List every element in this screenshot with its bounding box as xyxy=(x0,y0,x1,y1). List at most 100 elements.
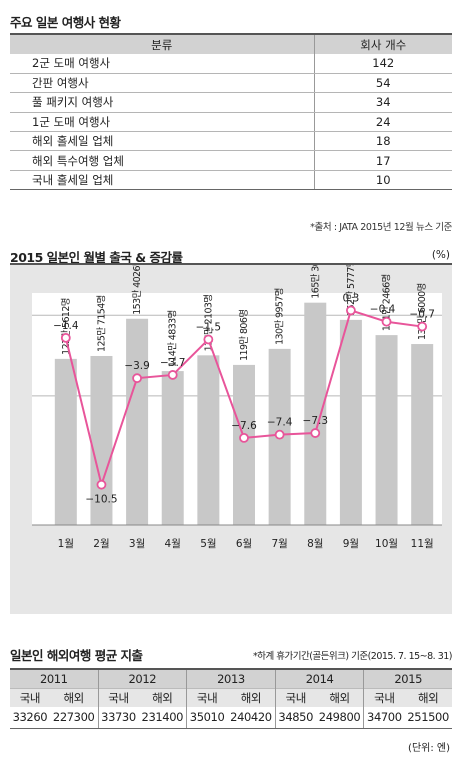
bar xyxy=(126,318,149,525)
bar-value-label: 134만 6000명 xyxy=(417,283,428,340)
growth-label: −10.5 xyxy=(85,494,117,506)
bar-value-label: 141만 2466명 xyxy=(382,274,393,331)
growth-label: −1.5 xyxy=(196,321,222,333)
bar xyxy=(304,302,327,525)
agency-table-header: 분류 회사 개수 xyxy=(10,33,452,54)
growth-label: 0.3 xyxy=(343,292,360,304)
year-header: 2014 xyxy=(274,668,364,688)
header-count: 회사 개수 xyxy=(313,33,452,54)
bar-value-label: 123만 5612명 xyxy=(61,298,72,355)
growth-label: −1.4 xyxy=(53,320,79,332)
domestic-value: 33730 xyxy=(97,707,139,729)
growth-label: −7.6 xyxy=(231,420,257,432)
bar xyxy=(197,355,220,525)
growth-point xyxy=(167,370,178,380)
overseas-value: 227300 xyxy=(49,707,99,729)
table-row: 2군 도매 여행사 142 xyxy=(10,54,452,74)
bar xyxy=(411,344,434,525)
row-count: 10 xyxy=(313,170,452,191)
growth-point xyxy=(417,321,428,332)
growth-label: −3.7 xyxy=(160,357,186,369)
growth-point xyxy=(239,432,249,443)
table1-title: 주요 일본 여행사 현황 xyxy=(10,15,121,30)
spending-table: 2011 2012 2013 2014 2015 국내 해외 국내 해외 국내 … xyxy=(10,668,452,729)
month-tick-label: 6월 xyxy=(236,538,252,550)
growth-point xyxy=(132,373,142,384)
chart-title: 2015 일본인 월별 출국 & 증감률 xyxy=(10,250,183,265)
table2-title: 일본인 해외여행 평균 지출 xyxy=(10,648,143,663)
period-note: *하계 휴가기간(골든위크) 기준(2015. 7. 15~8. 31) xyxy=(252,651,453,662)
agency-table: 분류 회사 개수 2군 도매 여행사 142 간판 여행사 54 풀 패키지 여행사… xyxy=(10,33,452,191)
month-tick-label: 4월 xyxy=(165,538,181,550)
growth-label: −0.7 xyxy=(409,309,435,321)
table-row: 간판 여행사 54 xyxy=(10,73,452,94)
overseas-value: 231400 xyxy=(138,707,187,729)
bar-value-label: 126만 2103명 xyxy=(203,295,214,352)
month-tick-label: 2월 xyxy=(93,538,109,550)
growth-label: −7.4 xyxy=(267,417,293,429)
growth-point xyxy=(381,316,392,327)
year-header: 2012 xyxy=(97,668,187,688)
domestic-value: 35010 xyxy=(186,707,228,729)
month-tick-label: 7월 xyxy=(271,538,287,550)
sub-header-overseas: 해외 xyxy=(49,687,99,707)
table-row: 풀 패키지 여행사 34 xyxy=(10,92,452,113)
sub-header-domestic: 국내 xyxy=(10,687,50,707)
row-category: 해외 홀세일 업체 xyxy=(10,131,314,152)
bar-value-label: 125만 7154명 xyxy=(96,295,107,352)
row-category: 1군 도매 여행사 xyxy=(10,112,314,133)
row-category: 간판 여행사 xyxy=(10,73,314,94)
row-count: 24 xyxy=(313,112,452,133)
bar xyxy=(54,358,77,525)
sub-header-overseas: 해외 xyxy=(138,687,187,707)
value-row: 33260 227300 33730 231400 35010 240420 3… xyxy=(10,707,452,729)
row-category: 국내 홀세일 업체 xyxy=(10,170,314,191)
chart-area: 123만 5612명 125만 7154명 153만 4026명 114만 4833명… xyxy=(10,263,452,614)
header-category: 분류 xyxy=(10,33,314,54)
percent-unit-label: (%) xyxy=(431,249,450,261)
year-header: 2011 xyxy=(10,668,99,688)
row-count: 142 xyxy=(313,54,452,74)
growth-point xyxy=(274,429,285,440)
currency-unit: (단위: 엔) xyxy=(408,743,450,754)
row-count: 54 xyxy=(313,73,452,94)
bar-value-label: 119만 806명 xyxy=(239,310,250,361)
table-row: 국내 홀세일 업체 10 xyxy=(10,170,452,191)
growth-label: −0.4 xyxy=(370,304,396,316)
month-tick-label: 8월 xyxy=(307,538,323,550)
table-row: 해외 홀세일 업체 18 xyxy=(10,131,452,152)
row-count: 17 xyxy=(313,150,452,171)
growth-label: −7.3 xyxy=(303,415,329,427)
row-count: 34 xyxy=(313,92,452,113)
month-tick-label: 10월 xyxy=(375,538,398,550)
bar-value-label: 153만 4026명 xyxy=(132,265,143,315)
growth-label: −3.9 xyxy=(124,360,150,372)
domestic-value: 34700 xyxy=(363,707,405,729)
domestic-value: 33260 xyxy=(10,707,50,729)
bar xyxy=(161,371,184,525)
growth-point xyxy=(96,479,107,490)
year-header-row: 2011 2012 2013 2014 2015 xyxy=(10,668,452,688)
month-tick-label: 3월 xyxy=(129,538,145,550)
row-category: 2군 도매 여행사 xyxy=(10,54,314,74)
sub-header-domestic: 국내 xyxy=(274,687,316,707)
bar xyxy=(339,319,362,525)
sub-header-domestic: 국내 xyxy=(363,687,405,707)
sub-header-overseas: 해외 xyxy=(315,687,364,707)
year-header: 2015 xyxy=(363,668,452,688)
month-tick-label: 5월 xyxy=(200,538,216,550)
year-header: 2013 xyxy=(186,668,276,688)
overseas-value: 240420 xyxy=(227,707,276,729)
sub-header-overseas: 해외 xyxy=(404,687,452,707)
bar xyxy=(233,364,255,525)
sub-header-row: 국내 해외 국내 해외 국내 해외 국내 해외 국내 해외 xyxy=(10,687,452,707)
row-category: 풀 패키지 여행사 xyxy=(10,92,314,113)
sub-header-domestic: 국내 xyxy=(97,687,139,707)
bar xyxy=(90,355,113,525)
source-note: *출처 : JATA 2015년 12월 뉴스 기준 xyxy=(310,222,452,233)
row-category: 해외 특수여행 업체 xyxy=(10,150,314,171)
growth-point xyxy=(346,305,356,316)
overseas-value: 251500 xyxy=(404,707,452,729)
month-tick-label: 1월 xyxy=(58,538,74,550)
month-tick-label: 11월 xyxy=(411,538,434,550)
